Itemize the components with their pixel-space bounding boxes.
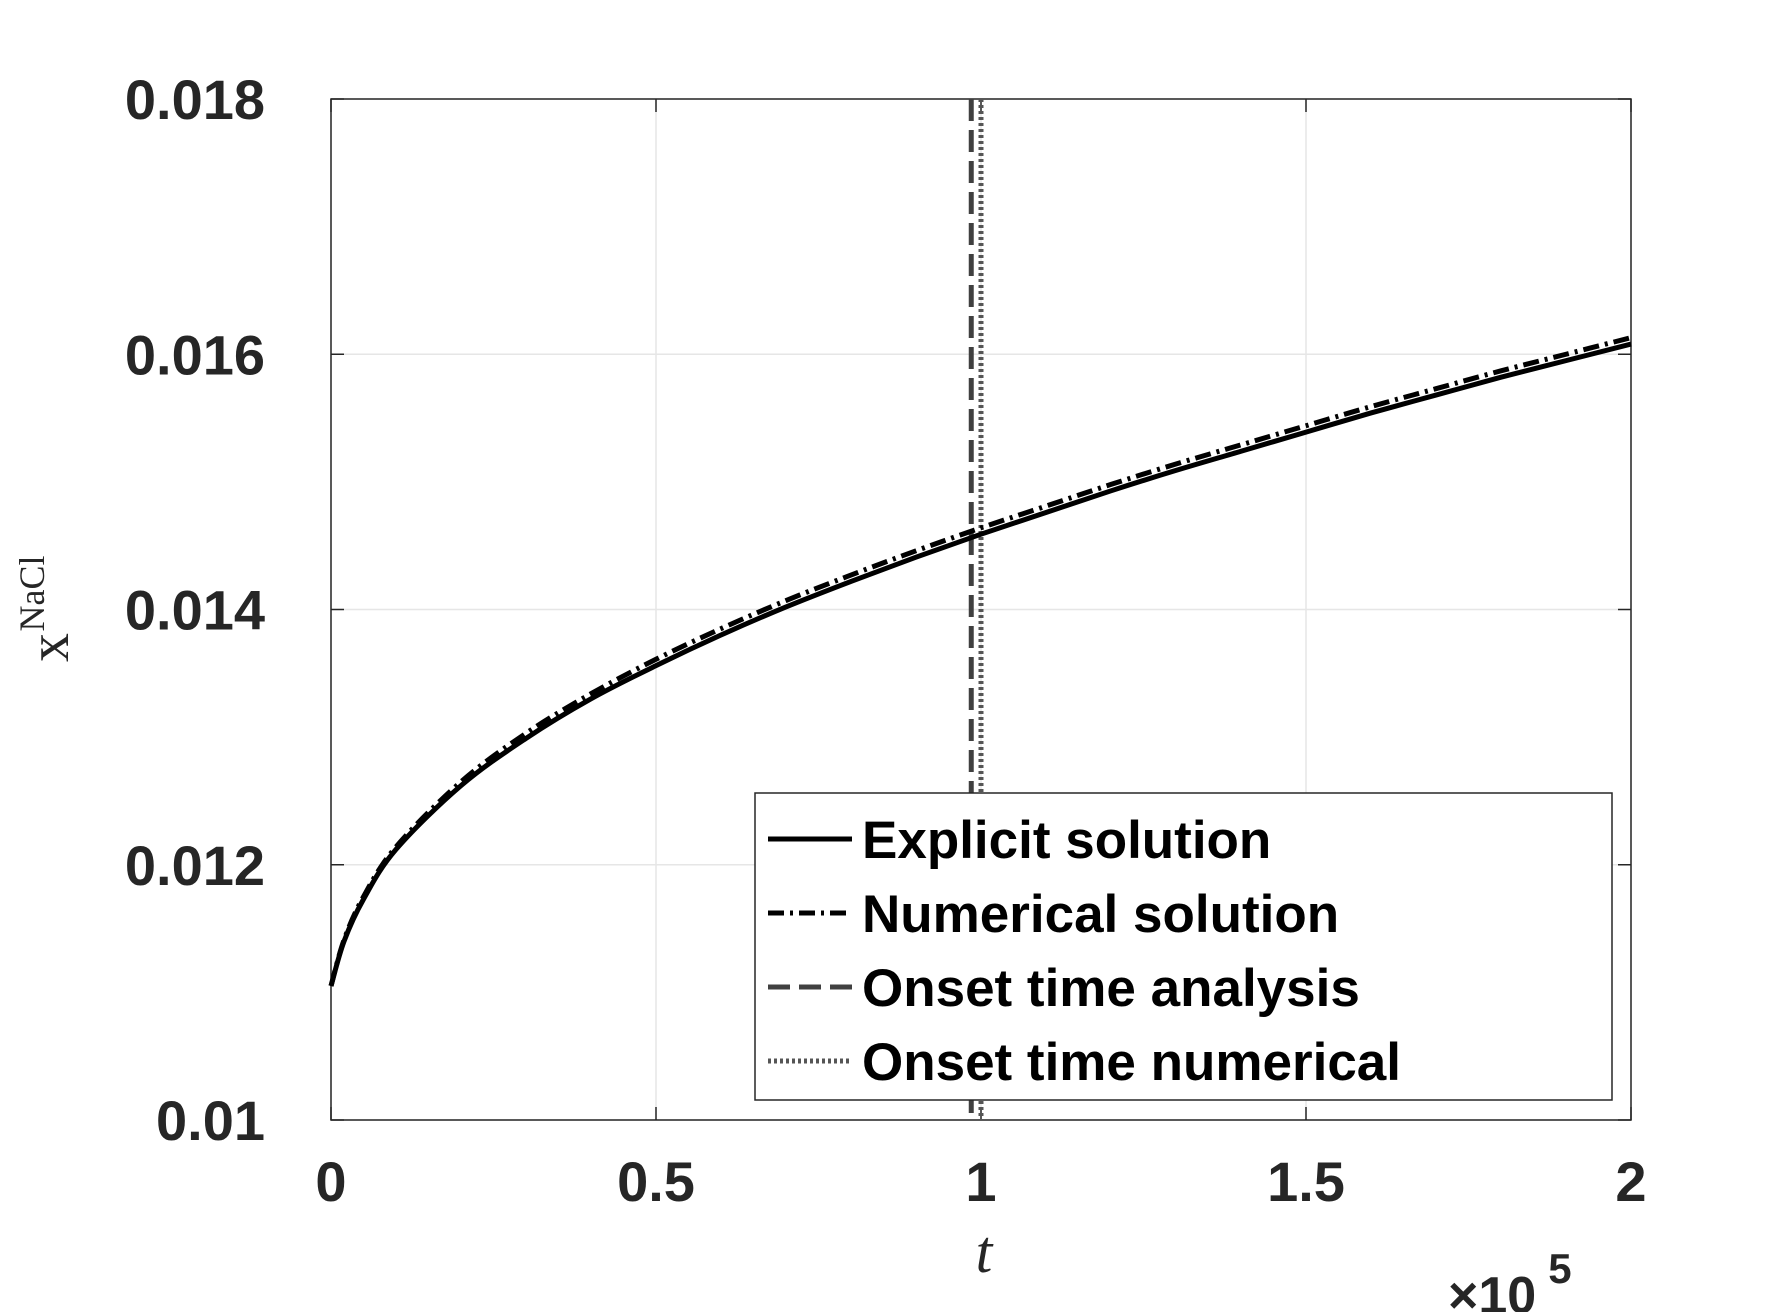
- y-tick-label: 0.018: [125, 68, 265, 131]
- y-axis-tick-labels: 0.01 0.012 0.014 0.016 0.018: [125, 68, 265, 1152]
- legend-label-numerical-solution: Numerical solution: [862, 885, 1339, 944]
- x-axis-exponent-base: ×10: [1448, 1267, 1536, 1312]
- x-tick-label: 0.5: [617, 1150, 695, 1213]
- y-tick-label: 0.014: [125, 579, 265, 642]
- series-numerical-solution: [328, 335, 1632, 987]
- legend-label-explicit-solution: Explicit solution: [862, 811, 1271, 870]
- y-tick-label: 0.016: [125, 323, 265, 386]
- y-tick-label: 0.012: [125, 834, 265, 897]
- x-tick-label: 2: [1615, 1150, 1646, 1213]
- legend-box: [754, 792, 1613, 1101]
- tick-marks: [330, 98, 1632, 1121]
- x-tick-label: 1.5: [1267, 1150, 1345, 1213]
- x-tick-label: 0: [315, 1150, 346, 1213]
- series-explicit-solution: [328, 341, 1632, 987]
- legend-label-onset-time-numerical: Onset time numerical: [862, 1033, 1401, 1092]
- x-axis-tick-labels: 0 0.5 1 1.5 2: [315, 1150, 1646, 1213]
- y-axis-label-base: x: [16, 633, 81, 662]
- legend-label-onset-time-analysis: Onset time analysis: [862, 959, 1360, 1018]
- x-axis-label: t: [976, 1219, 994, 1285]
- y-tick-label: 0.01: [156, 1089, 265, 1152]
- legend: Explicit solution Numerical solution Onset…: [754, 792, 1613, 1101]
- y-axis-label-superscript: NaCl: [12, 556, 52, 632]
- y-axis-label: x NaCl: [12, 556, 81, 663]
- x-axis-exponent-power: 5: [1548, 1245, 1571, 1292]
- x-axis-exponent: ×10 5: [1448, 1245, 1572, 1312]
- x-tick-label: 1: [965, 1150, 996, 1213]
